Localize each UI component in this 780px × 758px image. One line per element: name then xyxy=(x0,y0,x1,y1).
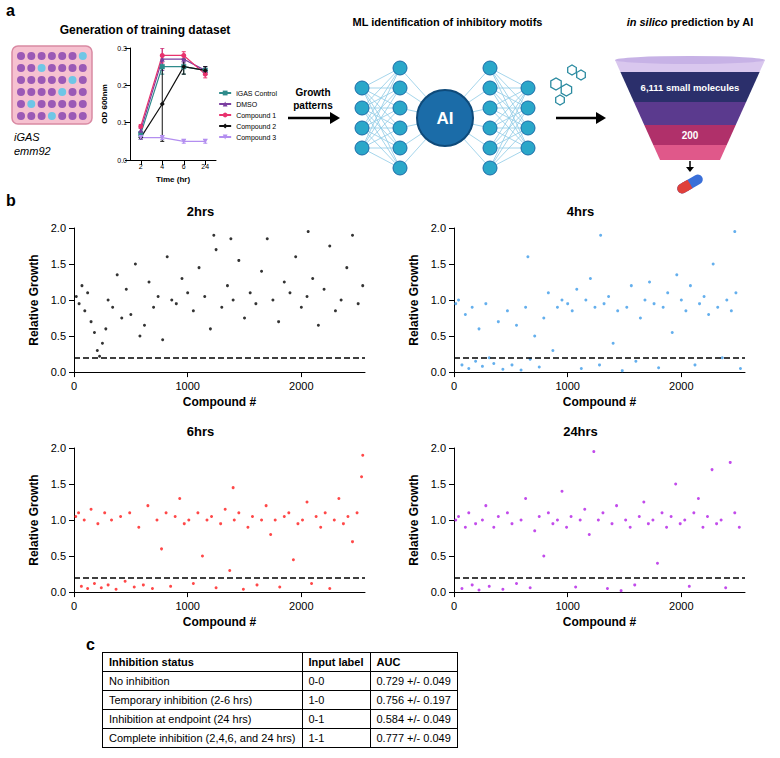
svg-text:Time (hr): Time (hr) xyxy=(156,175,190,184)
svg-text:0.3: 0.3 xyxy=(117,45,127,52)
svg-text:1.5: 1.5 xyxy=(431,258,446,270)
svg-text:1000: 1000 xyxy=(555,600,579,612)
html-text:No inhibition: No inhibition xyxy=(109,675,170,687)
svg-text:1.0: 1.0 xyxy=(431,294,446,306)
svg-text:2.0: 2.0 xyxy=(431,442,446,454)
html-text:0.584 +/- 0.049: 0.584 +/- 0.049 xyxy=(376,713,451,725)
svg-text:Compound #: Compound # xyxy=(183,615,257,629)
html-text:Complete inhibition (2,4,6, an: Complete inhibition (2,4,6, and 24 hrs) xyxy=(109,732,296,744)
svg-text:6hrs: 6hrs xyxy=(187,424,214,439)
html-text:1-0: 1-0 xyxy=(308,694,325,706)
html-text:Temporary inhibition (2-6 hrs): Temporary inhibition (2-6 hrs) xyxy=(109,694,253,706)
svg-text:0.5: 0.5 xyxy=(431,330,446,342)
svg-text:Compound 1: Compound 1 xyxy=(236,112,276,120)
svg-text:1.0: 1.0 xyxy=(51,514,66,526)
svg-text:0.5: 0.5 xyxy=(431,550,446,562)
html-text:0-1: 0-1 xyxy=(308,713,325,725)
svg-text:1.0: 1.0 xyxy=(431,514,446,526)
svg-text:iGAS Control: iGAS Control xyxy=(236,90,277,97)
svg-text:0.0: 0.0 xyxy=(431,366,446,378)
svg-text:24hrs: 24hrs xyxy=(563,424,598,439)
svg-text:Compound 3: Compound 3 xyxy=(236,134,276,142)
html-text:in silico prediction by AI: in silico prediction by AI xyxy=(626,16,754,28)
svg-text:2.0: 2.0 xyxy=(51,222,66,234)
svg-text:emm92: emm92 xyxy=(14,145,51,157)
svg-text:Compound #: Compound # xyxy=(563,615,637,629)
svg-text:1.5: 1.5 xyxy=(51,258,66,270)
svg-text:2.0: 2.0 xyxy=(431,222,446,234)
svg-text:Relative Growth: Relative Growth xyxy=(27,254,41,345)
svg-text:0.2: 0.2 xyxy=(117,82,127,89)
svg-text:6,111 small molecules: 6,111 small molecules xyxy=(641,82,740,93)
svg-text:1.0: 1.0 xyxy=(51,294,66,306)
svg-text:Relative Growth: Relative Growth xyxy=(407,254,421,345)
svg-text:2.0: 2.0 xyxy=(51,442,66,454)
svg-text:2000: 2000 xyxy=(669,600,693,612)
svg-text:6: 6 xyxy=(182,163,186,170)
svg-text:2000: 2000 xyxy=(289,600,313,612)
svg-text:2000: 2000 xyxy=(669,380,693,392)
html-text:c: c xyxy=(86,636,95,653)
svg-text:1000: 1000 xyxy=(555,380,579,392)
svg-text:0: 0 xyxy=(451,600,457,612)
html-text:0-0: 0-0 xyxy=(308,675,325,687)
svg-text:2: 2 xyxy=(139,163,143,170)
svg-text:0.0: 0.0 xyxy=(117,157,127,164)
html-text:AUC: AUC xyxy=(376,656,401,668)
svg-text:24: 24 xyxy=(201,163,209,170)
html-text:a: a xyxy=(6,2,15,19)
svg-text:Relative Growth: Relative Growth xyxy=(27,474,41,565)
svg-text:4hrs: 4hrs xyxy=(567,204,594,219)
html-text:Inhibition at endpoint (24 hrs: Inhibition at endpoint (24 hrs) xyxy=(109,713,252,725)
svg-text:1.5: 1.5 xyxy=(431,478,446,490)
svg-text:0: 0 xyxy=(71,600,77,612)
svg-text:AI: AI xyxy=(437,109,454,128)
svg-text:Relative Growth: Relative Growth xyxy=(407,474,421,565)
svg-text:2hrs: 2hrs xyxy=(187,204,214,219)
svg-text:4: 4 xyxy=(160,163,164,170)
html-text:Input label: Input label xyxy=(308,656,364,668)
svg-text:2000: 2000 xyxy=(289,380,313,392)
svg-text:0.0: 0.0 xyxy=(51,586,66,598)
svg-text:200: 200 xyxy=(682,130,699,141)
html-text:b: b xyxy=(6,192,16,209)
svg-text:0.0: 0.0 xyxy=(51,366,66,378)
html-text:0.729 +/- 0.049: 0.729 +/- 0.049 xyxy=(376,675,451,687)
svg-text:0.1: 0.1 xyxy=(117,119,127,126)
svg-text:Compound 2: Compound 2 xyxy=(236,123,276,131)
html-text:0.756 +/- 0.197: 0.756 +/- 0.197 xyxy=(376,694,451,706)
svg-text:0: 0 xyxy=(451,380,457,392)
html-text:Growth patterns: Growth patterns xyxy=(293,87,333,111)
svg-text:Compound #: Compound # xyxy=(563,395,637,409)
svg-text:0.5: 0.5 xyxy=(51,550,66,562)
svg-text:0.0: 0.0 xyxy=(431,586,446,598)
svg-text:Compound #: Compound # xyxy=(183,395,257,409)
svg-text:OD 600nm: OD 600nm xyxy=(100,84,109,124)
html-text:Inhibition status: Inhibition status xyxy=(109,656,194,668)
svg-text:1.5: 1.5 xyxy=(51,478,66,490)
svg-text:1000: 1000 xyxy=(175,380,199,392)
svg-text:1000: 1000 xyxy=(175,600,199,612)
html-text:ML identification of inhibitor: ML identification of inhibitory motifs xyxy=(352,16,543,28)
svg-text:0: 0 xyxy=(71,380,77,392)
svg-text:DMSO: DMSO xyxy=(236,101,258,108)
html-text:0.777 +/- 0.049: 0.777 +/- 0.049 xyxy=(376,732,451,744)
svg-text:iGAS: iGAS xyxy=(14,131,40,143)
svg-text:0.5: 0.5 xyxy=(51,330,66,342)
html-text:Generation of training dataset: Generation of training dataset xyxy=(59,23,231,37)
html-text:1-1: 1-1 xyxy=(308,732,325,744)
